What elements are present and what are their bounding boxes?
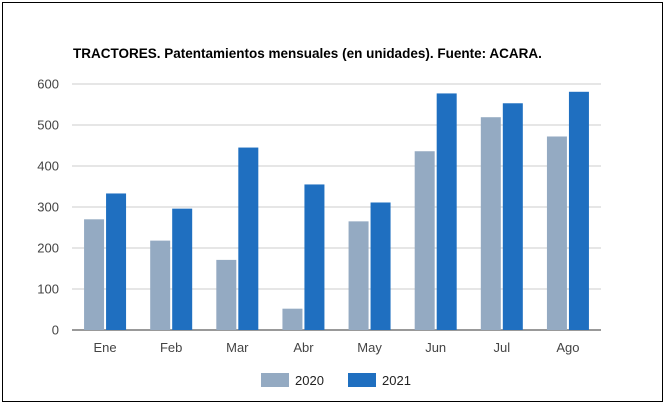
bar-2021-Feb	[172, 208, 193, 330]
y-tick-label: 600	[37, 77, 59, 92]
bar-2020-Feb	[150, 240, 171, 330]
bar-2020-Abr	[282, 308, 303, 330]
bar-2020-Mar	[216, 259, 237, 330]
legend-swatch-2020	[261, 373, 289, 387]
bar-2021-Abr	[304, 184, 325, 330]
bar-2021-May	[370, 202, 391, 330]
bar-2020-Jul	[480, 117, 501, 331]
bar-2021-Ago	[568, 91, 589, 330]
bar-2020-May	[348, 221, 369, 330]
chart-title: TRACTORES. Patentamientos mensuales (en …	[73, 46, 542, 61]
bars	[84, 91, 589, 331]
y-tick-label: 400	[37, 159, 59, 174]
x-tick-label: Abr	[293, 340, 314, 355]
x-tick-label: Mar	[226, 340, 249, 355]
bar-2021-Jul	[502, 103, 523, 331]
legend: 2020 2021	[261, 373, 411, 388]
bar-2021-Mar	[238, 147, 259, 330]
x-tick-label: May	[357, 340, 382, 355]
bar-2020-Jun	[414, 151, 435, 330]
y-tick-label: 200	[37, 241, 59, 256]
x-tick-label: Jun	[425, 340, 446, 355]
chart-frame: TRACTORES. Patentamientos mensuales (en …	[2, 2, 663, 402]
y-tick-label: 500	[37, 118, 59, 133]
x-tick-label: Jul	[494, 340, 511, 355]
x-tick-label: Feb	[160, 340, 182, 355]
x-tick-label: Ene	[93, 340, 116, 355]
y-tick-label: 300	[37, 200, 59, 215]
bar-2020-Ene	[84, 219, 105, 330]
bar-chart: TRACTORES. Patentamientos mensuales (en …	[37, 46, 601, 388]
legend-swatch-2021	[348, 373, 376, 387]
bar-2021-Jun	[436, 93, 457, 331]
y-axis-ticks: 0 100 200 300 400 500 600	[37, 77, 59, 338]
bar-2021-Ene	[106, 193, 127, 330]
y-tick-label: 0	[52, 323, 59, 338]
legend-label-2021: 2021	[382, 373, 411, 388]
bar-2020-Ago	[546, 136, 567, 330]
y-tick-label: 100	[37, 282, 59, 297]
x-tick-label: Ago	[556, 340, 579, 355]
x-axis-ticks: Ene Feb Mar Abr May Jun Jul Ago	[93, 340, 579, 355]
legend-label-2020: 2020	[295, 373, 324, 388]
